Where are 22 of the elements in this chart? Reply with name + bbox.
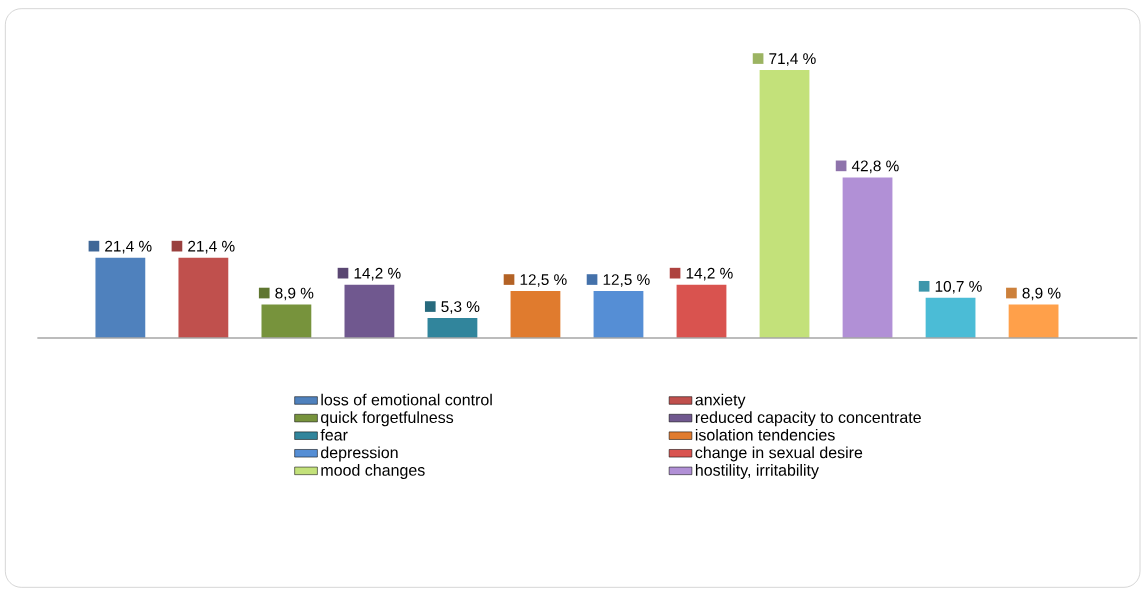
legend-label: change in sexual desire [695,446,863,462]
legend-label: reduced capacity to concentrate [695,411,921,427]
legend-label: depression [321,446,398,462]
data-label: 21,4 % [188,240,235,254]
data-label: 12,5 % [520,274,567,287]
data-label: 5,3 % [441,301,480,314]
legend-label: fear [320,428,348,441]
legend-label: quick forgetfulness [321,411,454,427]
data-label: 8,9 % [1022,287,1061,301]
data-label: 8,9 % [275,287,314,301]
legend-label: mood changes [321,464,425,479]
data-label: 10,7 % [935,280,982,294]
legend-label: isolation tendencies [695,428,835,441]
data-label: 14,2 % [686,267,733,281]
data-label: 21,4 % [105,240,152,254]
legend-label: anxiety [695,393,746,409]
data-label: 71,4 % [769,53,816,66]
data-label: 14,2 % [354,267,401,281]
legend-label: loss of emotional control [321,393,492,406]
legend-label: hostility, irritability [695,464,819,479]
data-label: 42,8 % [851,160,899,174]
data-label: 12,5 % [603,274,650,287]
